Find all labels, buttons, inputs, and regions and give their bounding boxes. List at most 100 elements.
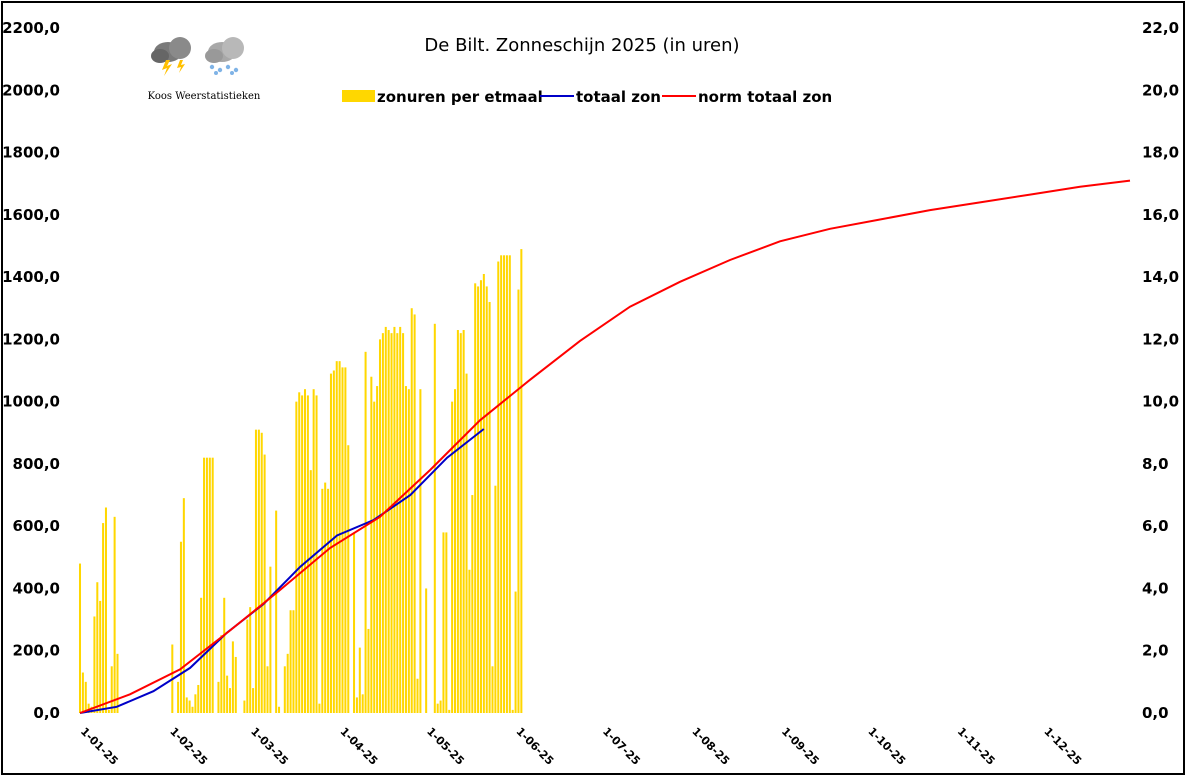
line-norm-total-sun	[79, 179, 1131, 714]
x-axis-tick-label: 1-11-25	[955, 725, 998, 768]
bar	[254, 429, 257, 713]
legend-swatch-bars	[342, 90, 375, 102]
bar	[312, 389, 315, 713]
bar	[321, 488, 324, 713]
bar	[110, 666, 113, 713]
bar	[399, 326, 402, 713]
bar	[344, 367, 347, 713]
left-axis-tick-label: 1400,0	[2, 268, 60, 286]
legend-label-norm: norm totaal zon	[698, 88, 832, 106]
bar	[246, 619, 249, 713]
right-axis-tick-label: 14,0	[1142, 268, 1179, 286]
bar	[465, 373, 468, 713]
bar	[338, 361, 341, 713]
bar	[301, 395, 304, 713]
right-axis-tick-label: 10,0	[1142, 393, 1179, 411]
left-axis-tick-label: 200,0	[13, 642, 60, 660]
thunder-cloud-icon	[151, 37, 191, 76]
bar	[87, 703, 90, 713]
bar	[329, 373, 332, 713]
bar	[517, 289, 520, 713]
bar	[191, 706, 194, 713]
bar	[260, 432, 263, 713]
bar	[384, 326, 387, 713]
bar	[295, 401, 298, 713]
bar	[370, 376, 373, 713]
bar	[286, 653, 289, 713]
bar	[211, 457, 214, 713]
bar	[252, 688, 255, 713]
logo: Koos Weerstatistieken	[148, 37, 261, 102]
bar	[84, 681, 87, 713]
bar	[197, 684, 200, 713]
bar	[185, 697, 188, 713]
bar	[200, 597, 203, 713]
bar	[269, 566, 272, 713]
bar	[309, 470, 312, 713]
left-axis-tick-label: 1000,0	[2, 393, 60, 411]
right-axis-tick-label: 8,0	[1142, 455, 1169, 473]
bar	[205, 457, 208, 713]
x-axis-tick-label: 1-08-25	[689, 725, 732, 768]
left-axis-tick-label: 800,0	[13, 455, 60, 473]
bar	[396, 333, 399, 713]
x-axis-tick-label: 1-09-25	[779, 725, 822, 768]
bar	[217, 681, 220, 713]
bar	[448, 709, 451, 713]
logo-caption: Koos Weerstatistieken	[148, 91, 261, 102]
bar	[116, 653, 119, 713]
left-axis-tick-label: 600,0	[13, 517, 60, 535]
left-axis-tick-label: 400,0	[13, 580, 60, 598]
bar	[96, 582, 99, 713]
x-axis-tick-label: 1-03-25	[248, 725, 291, 768]
bar	[456, 330, 459, 713]
bar	[275, 510, 278, 713]
bar	[243, 700, 246, 713]
bar	[381, 333, 384, 713]
bar	[482, 273, 485, 713]
bar	[511, 709, 514, 713]
x-axis-ticks: 1-01-25 1-02-25 1-03-25 1-04-25 1-05-25 1-06-…	[78, 725, 1084, 768]
x-axis-tick-label: 1-07-25	[600, 725, 643, 768]
bar	[361, 694, 364, 713]
bar	[231, 641, 234, 713]
bar	[107, 709, 110, 713]
legend-label-total: totaal zon	[576, 88, 661, 106]
left-axis-tick-label: 1600,0	[2, 206, 60, 224]
bar	[488, 302, 491, 713]
bar	[479, 280, 482, 713]
bar	[226, 675, 229, 713]
bar	[442, 532, 445, 713]
left-axis-ticks: 0,0 200,0 400,0 600,0 800,0 1000,0 1200,0 1400,…	[2, 19, 60, 722]
bar	[413, 314, 416, 713]
bar	[508, 255, 511, 714]
bar	[283, 666, 286, 713]
bar	[104, 507, 107, 713]
bar	[376, 386, 379, 713]
bar	[257, 429, 260, 713]
left-axis-tick-label: 1800,0	[2, 144, 60, 162]
x-axis-tick-label: 1-02-25	[167, 725, 210, 768]
x-axis-tick-label: 1-10-25	[865, 725, 908, 768]
bar	[433, 323, 436, 713]
bar	[266, 666, 269, 713]
left-axis-tick-label: 1200,0	[2, 330, 60, 348]
bar	[468, 569, 471, 713]
line-total-sun	[79, 428, 485, 714]
x-axis-tick-label: 1-04-25	[337, 725, 380, 768]
bar	[459, 333, 462, 713]
bar	[208, 457, 211, 713]
bar	[223, 597, 226, 713]
bar	[514, 591, 517, 713]
bar	[390, 333, 393, 713]
bar	[485, 286, 488, 713]
bar	[373, 401, 376, 713]
bar	[474, 283, 477, 713]
right-axis-ticks: 0,0 2,0 4,0 6,0 8,0 10,0 12,0 14,0 16,0 18,0 20,0 2…	[1142, 19, 1179, 722]
bar	[234, 656, 237, 713]
bar	[327, 488, 330, 713]
bar	[445, 532, 448, 713]
bar	[93, 616, 96, 713]
bar	[332, 370, 335, 713]
